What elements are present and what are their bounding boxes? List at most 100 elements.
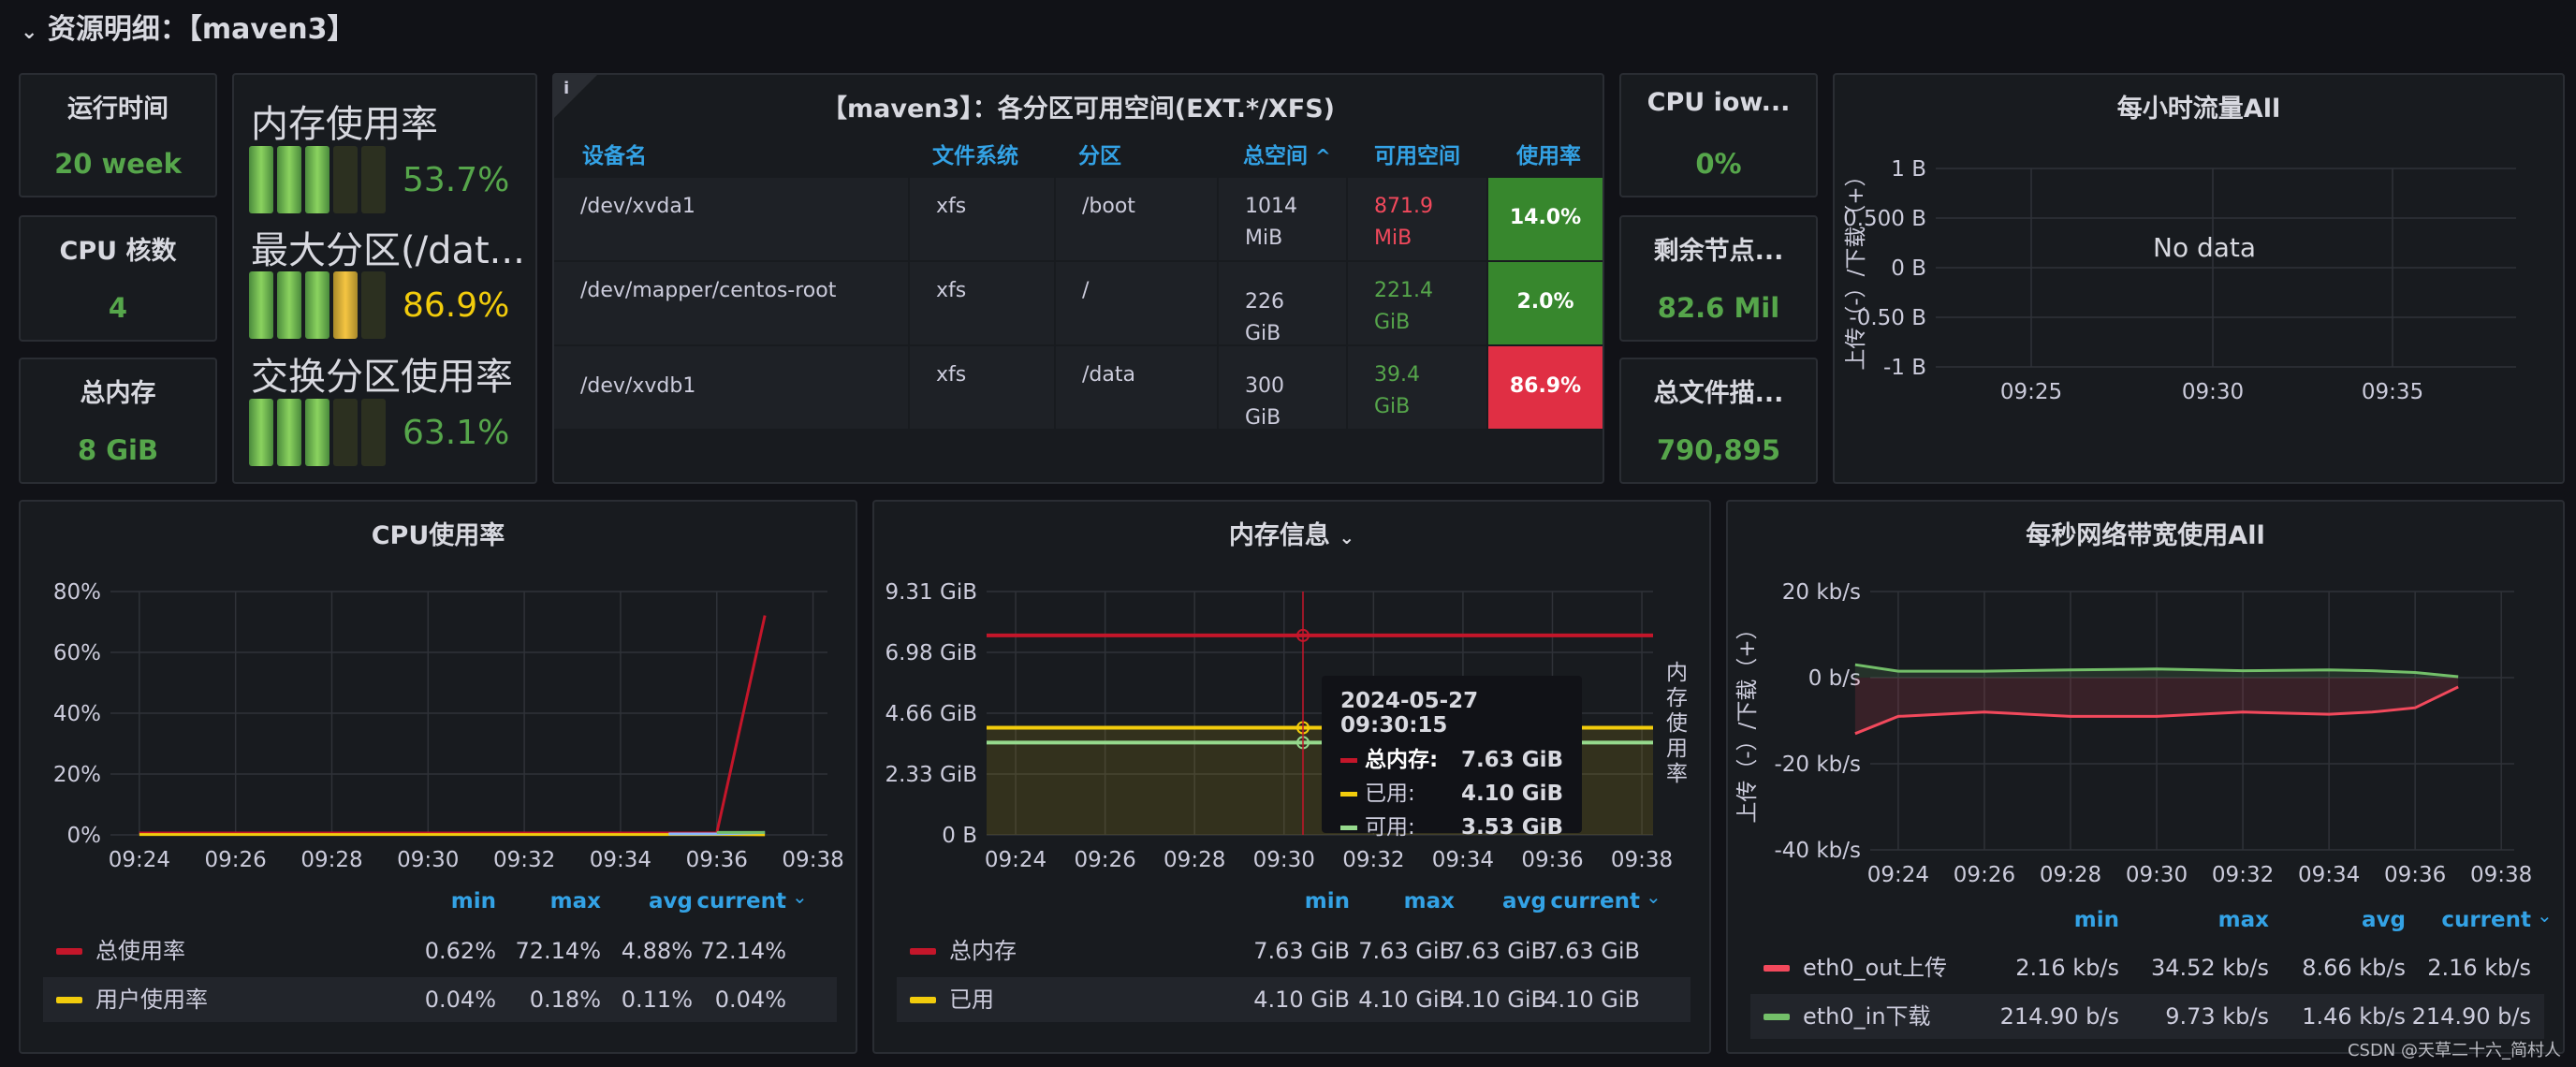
legend-header-current[interactable]: current xyxy=(696,889,786,914)
legend-max: 72.14% xyxy=(515,938,601,964)
col-usage[interactable]: 使用率 xyxy=(1516,144,1581,168)
x-tick-label: 09:32 xyxy=(2212,863,2274,887)
y-tick-label: 0 B xyxy=(942,824,977,848)
legend-header-min[interactable]: min xyxy=(2073,908,2119,932)
legend-swatch xyxy=(910,997,936,1003)
legend-max: 0.18% xyxy=(529,987,601,1013)
legend-swatch xyxy=(1764,1014,1790,1020)
section-header[interactable]: ⌄ 资源明细：【maven3】 xyxy=(21,11,356,49)
swap-usage-value: 63.1% xyxy=(402,414,510,452)
legend-header-min[interactable]: min xyxy=(450,889,496,914)
cpu-cores-value: 4 xyxy=(108,292,128,324)
x-tick-label: 09:30 xyxy=(1253,848,1315,872)
legend-swatch xyxy=(1764,965,1790,972)
legend-row[interactable]: eth0_out上传 2.16 kb/s 34.52 kb/s 8.66 kb/s 2.… xyxy=(1750,945,2544,990)
legend-header-avg[interactable]: avg xyxy=(649,889,693,914)
col-device[interactable]: 设备名 xyxy=(582,144,647,168)
legend-row[interactable]: 总内存 7.63 GiB 7.63 GiB 7.63 GiB 7.63 GiB xyxy=(897,928,1690,973)
col-total-label: 总空间 xyxy=(1243,144,1308,168)
legend-avg: 8.66 kb/s xyxy=(2302,955,2406,981)
legend-avg: 4.10 GiB xyxy=(1450,987,1546,1013)
legend-header-avg[interactable]: avg xyxy=(1502,889,1546,914)
legend-max: 4.10 GiB xyxy=(1358,987,1455,1013)
cpu-usage-panel: CPU使用率 80% 60% 40% 20% 0% 09:24 09:26 09:28 09:3… xyxy=(19,500,857,1054)
chevron-down-icon[interactable]: ⌄ xyxy=(792,885,808,908)
chevron-down-icon[interactable]: ⌄ xyxy=(2537,904,2553,927)
hourly-traffic-chart[interactable]: 1 B 0.500 B 0 B -0.50 B -1 B 09:25 09:30 09:35 上… xyxy=(1835,122,2563,482)
chevron-down-icon: ⌄ xyxy=(1339,526,1355,548)
tooltip-row: 已用: 4.10 GiB xyxy=(1340,777,1563,811)
legend-header-current[interactable]: current xyxy=(1550,889,1640,914)
cpu-iowait-value: 0% xyxy=(1695,148,1742,180)
legend-header-max[interactable]: max xyxy=(1403,889,1455,914)
mem-info-title[interactable]: 内存信息 ⌄ xyxy=(874,515,1709,551)
disk-cell-usage: 14.0% xyxy=(1488,178,1603,260)
disk-cell-total: 1014 MiB xyxy=(1219,178,1346,260)
legend-avg: 4.88% xyxy=(621,938,693,964)
legend-header-avg[interactable]: avg xyxy=(2362,908,2406,932)
cpu-usage-chart[interactable]: 80% 60% 40% 20% 0% 09:24 09:26 09:28 09:30 09:32 0… xyxy=(21,577,856,914)
legend-name: 用户使用率 xyxy=(95,987,208,1013)
legend-row[interactable]: 已用 4.10 GiB 4.10 GiB 4.10 GiB 4.10 GiB xyxy=(897,977,1690,1022)
series-area xyxy=(1854,678,2459,734)
y-tick-label: 0.500 B xyxy=(1843,207,1926,231)
info-icon[interactable]: i xyxy=(564,79,570,98)
legend-row[interactable]: 用户使用率 0.04% 0.18% 0.11% 0.04% xyxy=(43,977,837,1022)
disk-cell-fs: xfs xyxy=(910,262,1054,344)
legend-name: 总使用率 xyxy=(95,938,185,964)
mem-info-panel: 内存信息 ⌄ 9.31 GiB 6.98 GiB 4.66 GiB 2.33 GiB 0… xyxy=(872,500,1711,1054)
y-tick-label: 60% xyxy=(53,641,101,665)
legend-header-current[interactable]: current xyxy=(2441,908,2531,932)
legend-current: 4.10 GiB xyxy=(1544,987,1640,1013)
legend-name: eth0_out上传 xyxy=(1803,955,1947,981)
y-tick-label: 1 B xyxy=(1891,157,1926,182)
net-bandwidth-chart[interactable]: 20 kb/s 0 b/s -20 kb/s -40 kb/s09:24 09:26 09… xyxy=(1728,577,2563,914)
x-tick-label: 09:34 xyxy=(2298,863,2360,887)
legend-current: 2.16 kb/s xyxy=(2427,955,2531,981)
y-tick-label: 2.33 GiB xyxy=(885,763,977,787)
x-tick-label: 09:38 xyxy=(1611,848,1673,872)
legend-header-max[interactable]: max xyxy=(2217,908,2269,932)
y-tick-label: 20 kb/s xyxy=(1782,580,1861,605)
max-partition-label: 最大分区(/dat... xyxy=(251,229,525,272)
x-tick-label: 09:38 xyxy=(782,848,843,872)
y-tick-label: 80% xyxy=(53,580,101,605)
disk-cell-fs: xfs xyxy=(910,346,1054,429)
legend-header-max[interactable]: max xyxy=(549,889,601,914)
tooltip-series-value: 3.53 GiB xyxy=(1460,815,1563,840)
y-tick-label: 9.31 GiB xyxy=(885,580,977,605)
total-mem-value: 8 GiB xyxy=(77,434,159,466)
chevron-down-icon[interactable]: ⌄ xyxy=(1646,885,1661,908)
x-tick-label: 09:28 xyxy=(300,848,362,872)
legend-row[interactable]: eth0_in下载 214.90 b/s 9.73 kb/s 1.46 kb/s 214… xyxy=(1750,994,2544,1039)
col-total[interactable]: 总空间 ^ xyxy=(1243,140,1331,172)
mem-usage-value: 53.7% xyxy=(402,161,510,199)
legend-min: 7.63 GiB xyxy=(1253,938,1350,964)
y-tick-label: -0.50 B xyxy=(1849,306,1926,330)
series-line xyxy=(1854,685,2459,736)
x-tick-label: 09:26 xyxy=(1074,848,1135,872)
col-free[interactable]: 可用空间 xyxy=(1374,144,1460,168)
x-tick-label: 09:24 xyxy=(1867,863,1929,887)
total-fd-label: 总文件描... xyxy=(1653,379,1784,408)
x-tick-label: 09:28 xyxy=(2040,863,2101,887)
disk-cell-free: 871.9 MiB xyxy=(1348,178,1486,260)
y-tick-label: 4.66 GiB xyxy=(885,702,977,726)
disk-cell-free: 39.4 GiB xyxy=(1348,346,1486,429)
legend-min: 2.16 kb/s xyxy=(2015,955,2119,981)
net-bandwidth-title: 每秒网络带宽使用All xyxy=(2026,521,2265,550)
disk-table-panel: i 【maven3】：各分区可用空间(EXT.*/XFS) 设备名 文件系统 分… xyxy=(552,73,1604,484)
cpu-usage-title: CPU使用率 xyxy=(371,521,505,550)
uptime-panel: 运行时间 20 week xyxy=(19,73,217,197)
tooltip-series-name: 已用: xyxy=(1365,782,1415,806)
col-mount[interactable]: 分区 xyxy=(1078,144,1121,168)
total-fd-panel: 总文件描... 790,895 xyxy=(1619,358,1818,484)
legend-min: 0.62% xyxy=(424,938,496,964)
mem-info-chart[interactable]: 9.31 GiB 6.98 GiB 4.66 GiB 2.33 GiB 0 B 09:24… xyxy=(874,577,1709,914)
col-fs[interactable]: 文件系统 xyxy=(932,144,1018,168)
legend-header-min[interactable]: min xyxy=(1304,889,1350,914)
cpu-cores-label: CPU 核数 xyxy=(59,237,177,266)
disk-cell-mount: / xyxy=(1056,262,1217,344)
info-corner[interactable] xyxy=(554,75,597,118)
legend-row[interactable]: 总使用率 0.62% 72.14% 4.88% 72.14% xyxy=(43,928,837,973)
